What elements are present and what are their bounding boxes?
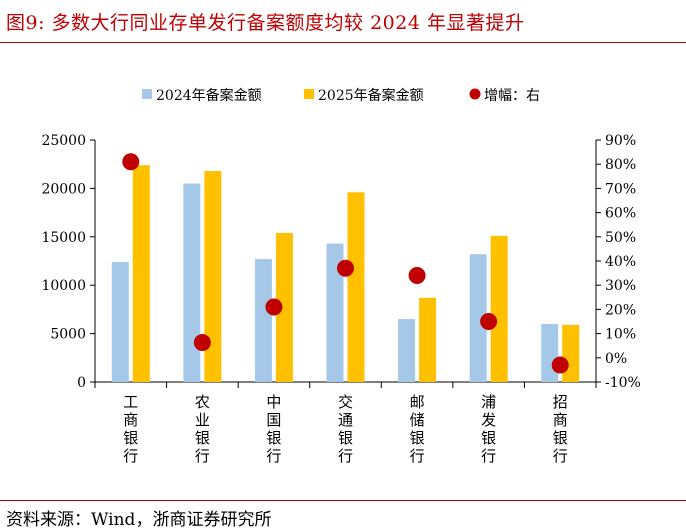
category-label: 银 — [338, 429, 353, 447]
bar-2025 — [562, 324, 580, 382]
growth-point — [122, 153, 140, 171]
bar-2024 — [183, 183, 201, 382]
right-axis-tick-label: 10% — [605, 327, 636, 343]
category-label: 储 — [410, 411, 425, 429]
figure-title: 图9: 多数大行同业存单发行备案额度均较 2024 年显著提升 — [6, 12, 525, 34]
category-label: 行 — [195, 447, 210, 465]
legend-swatch — [304, 89, 314, 99]
category-label: 招 — [553, 393, 568, 411]
bar-2025 — [275, 232, 293, 382]
right-axis-tick-label: 0% — [605, 351, 627, 367]
right-axis-tick-label: 70% — [605, 181, 636, 197]
bar-2024 — [541, 323, 559, 382]
left-axis-tick-label: 10000 — [41, 278, 86, 294]
right-axis-tick-label: 40% — [605, 254, 636, 270]
category-label: 银 — [410, 429, 425, 447]
bar-2024 — [398, 319, 416, 382]
growth-point — [408, 267, 426, 285]
category-label: 行 — [123, 447, 138, 465]
category-label: 中 — [266, 393, 281, 411]
source-divider — [0, 500, 686, 501]
title-divider — [0, 42, 686, 43]
category-label: 通 — [338, 411, 353, 429]
growth-point — [193, 334, 211, 352]
category-label: 银 — [481, 429, 496, 447]
category-label: 商 — [123, 411, 138, 429]
bar-2025 — [419, 297, 437, 382]
category-label: 商 — [553, 411, 568, 429]
right-axis-tick-label: 50% — [605, 230, 636, 246]
category-label: 邮 — [410, 393, 425, 411]
growth-point — [480, 313, 498, 330]
category-label: 国 — [266, 411, 281, 429]
legend-label: 2024年备案金额 — [156, 87, 262, 104]
left-axis-tick-label: 5000 — [50, 327, 86, 343]
right-axis-tick-label: 60% — [605, 206, 636, 222]
left-axis-tick-label: 15000 — [41, 230, 86, 246]
bar-2025 — [132, 165, 150, 382]
category-label: 浦 — [481, 393, 496, 411]
legend-swatch — [469, 88, 481, 100]
bar-2025 — [204, 170, 222, 382]
bar-2024 — [469, 254, 487, 382]
source-note: 资料来源：Wind，浙商证券研究所 — [6, 510, 272, 530]
bar-2024 — [254, 259, 272, 382]
category-label: 农 — [195, 393, 210, 411]
category-label: 行 — [410, 447, 425, 465]
right-axis-tick-label: 80% — [605, 157, 636, 173]
legend-label: 2025年备案金额 — [318, 87, 424, 104]
category-label: 工 — [123, 393, 138, 411]
bar-2024 — [326, 243, 344, 382]
growth-point — [551, 356, 569, 374]
bar-2025 — [490, 235, 508, 382]
legend-swatch — [142, 89, 152, 99]
category-label: 银 — [553, 429, 568, 447]
growth-point — [337, 259, 354, 277]
category-label: 银 — [195, 429, 210, 447]
bar-scatter-chart: 0 5000 10000 15000 20000 25000 -10% 0% 10% 20% 30%… — [41, 87, 641, 465]
category-label: 行 — [553, 447, 568, 465]
category-label: 银 — [123, 429, 138, 447]
category-label: 业 — [195, 411, 210, 429]
category-label: 发 — [481, 411, 496, 429]
right-axis-tick-label: 20% — [605, 302, 636, 318]
bar-2024 — [111, 261, 129, 382]
right-axis-tick-label: 30% — [605, 278, 636, 294]
right-axis-tick-label: 90% — [605, 133, 636, 149]
category-label: 行 — [481, 447, 496, 465]
category-label: 交 — [338, 393, 353, 411]
left-axis-tick-label: 20000 — [41, 181, 86, 197]
category-label: 行 — [338, 447, 353, 465]
left-axis-tick-label: 25000 — [41, 133, 86, 149]
left-axis-tick-label: 0 — [77, 375, 86, 391]
legend-label: 增幅：右 — [484, 88, 540, 104]
growth-point — [265, 298, 283, 316]
right-axis-tick-label: -10% — [605, 375, 641, 391]
bar-2025 — [347, 192, 365, 382]
category-label: 行 — [266, 447, 281, 465]
category-label: 银 — [266, 429, 281, 447]
